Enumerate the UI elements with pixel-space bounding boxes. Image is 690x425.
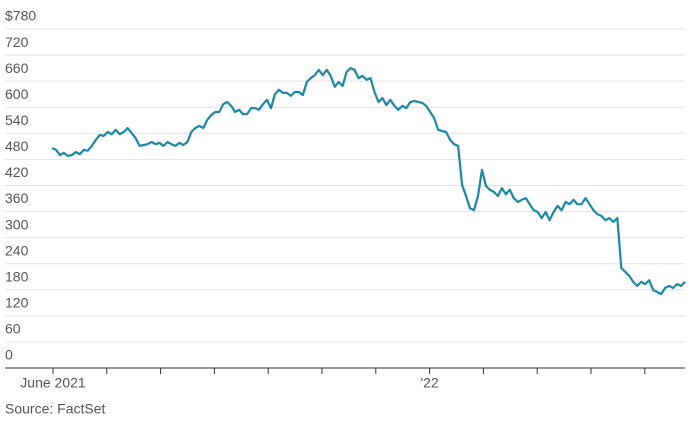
y-tick-label: 540 [5, 112, 29, 128]
y-tick-label: 120 [5, 295, 29, 311]
y-tick-label: 420 [5, 164, 29, 180]
x-tick-label: '22 [420, 375, 438, 391]
y-tick-label: 480 [5, 138, 29, 154]
y-tick-label: 0 [5, 347, 13, 363]
y-tick-label: 180 [5, 268, 29, 284]
y-tick-label: 600 [5, 86, 29, 102]
x-tick-label: June 2021 [20, 375, 86, 391]
source-note: Source: FactSet [5, 401, 105, 417]
y-tick-label: 300 [5, 216, 29, 232]
price-line [51, 67, 686, 296]
y-tick-label: 720 [5, 34, 29, 50]
y-tick-label: 60 [5, 321, 21, 337]
y-tick-label: 360 [5, 190, 29, 206]
y-tick-label: 660 [5, 60, 29, 76]
y-tick-label: 240 [5, 242, 29, 258]
y-tick-label: $780 [5, 8, 36, 24]
